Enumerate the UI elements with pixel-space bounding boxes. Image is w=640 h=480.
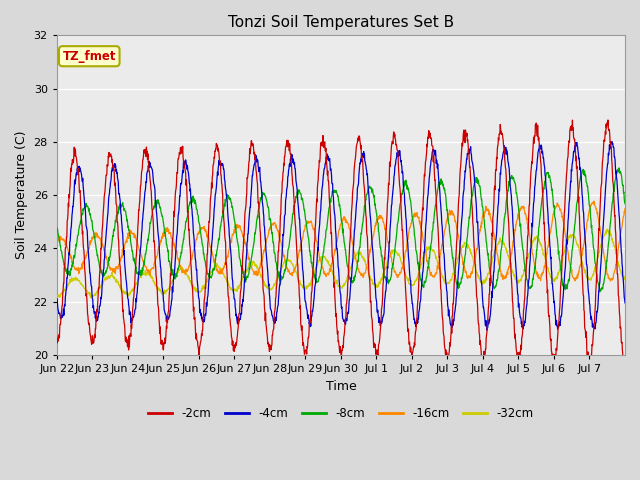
Title: Tonzi Soil Temperatures Set B: Tonzi Soil Temperatures Set B: [228, 15, 454, 30]
Text: TZ_fmet: TZ_fmet: [63, 50, 116, 63]
Legend: -2cm, -4cm, -8cm, -16cm, -32cm: -2cm, -4cm, -8cm, -16cm, -32cm: [143, 402, 538, 425]
X-axis label: Time: Time: [326, 380, 356, 393]
Y-axis label: Soil Temperature (C): Soil Temperature (C): [15, 131, 28, 259]
